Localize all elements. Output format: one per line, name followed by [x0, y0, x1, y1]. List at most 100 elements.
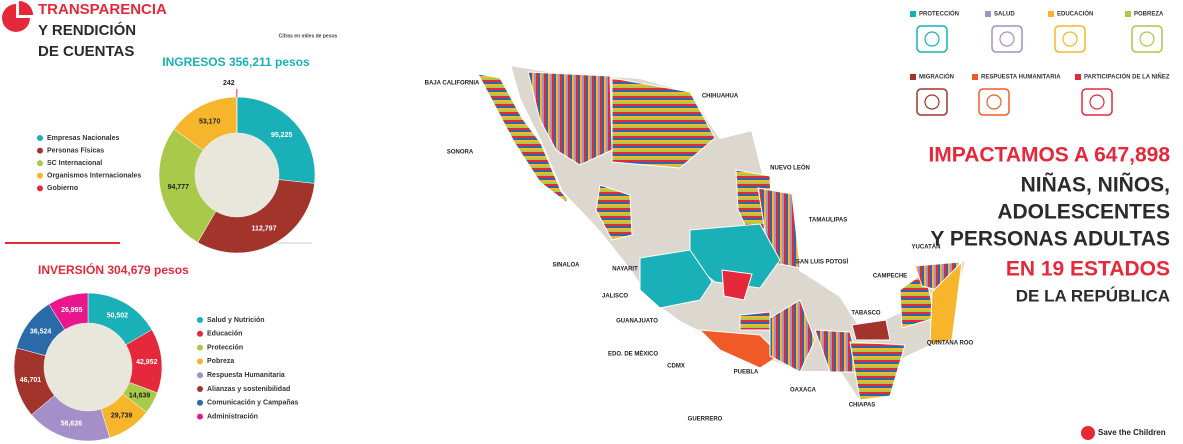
- legend-icon: [1131, 25, 1163, 53]
- legend-swatch: [972, 74, 978, 80]
- value-label: 29,739: [111, 412, 133, 419]
- legend-label: Salud y Nutrición: [207, 317, 265, 324]
- value-label: 36,524: [30, 329, 52, 336]
- legend-icon: [978, 88, 1010, 116]
- state-label: PUEBLA: [734, 370, 759, 376]
- impact-text: EN 19 ESTADOS: [1006, 258, 1170, 281]
- legend-swatch: [1125, 11, 1131, 17]
- logo-icon: [19, 1, 33, 15]
- legend-dot: [37, 135, 43, 141]
- value-label: 56,626: [61, 420, 83, 427]
- impact-text: DE LA REPÚBLICA: [1016, 286, 1170, 305]
- legend-dot: [37, 160, 43, 167]
- footer-text: Save the Children: [1098, 428, 1166, 437]
- legend-dot: [37, 185, 43, 192]
- value-label: 94,777: [168, 184, 190, 191]
- footer-logo: [1081, 426, 1095, 440]
- chart-title: INGRESOS 356,211 pesos: [162, 55, 310, 69]
- legend-dot: [197, 372, 203, 379]
- legend-label: SALUD: [994, 12, 1015, 18]
- header-title: DE CUENTAS: [38, 43, 134, 60]
- legend-label: Protección: [207, 344, 243, 351]
- value-label: 14,639: [129, 393, 151, 400]
- impact-text: IMPACTAMOS A 647,898: [928, 144, 1170, 167]
- value-label: 26,995: [61, 307, 83, 314]
- legend-swatch: [1075, 74, 1081, 80]
- donut-hole: [44, 323, 132, 411]
- value-label: 42,952: [136, 359, 158, 366]
- legend-dot: [197, 330, 203, 337]
- program-legend: PROTECCIÓN SALUD EDUCACIÓN POBREZA MIGRACIÓN…: [910, 10, 1170, 116]
- state-label: SONORA: [447, 150, 474, 156]
- value-label: 50,502: [107, 313, 129, 320]
- legend-swatch: [910, 11, 916, 17]
- state-label: SAN LUIS POTOSÍ: [796, 258, 849, 266]
- value-label: 53,170: [199, 118, 221, 125]
- legend-label: RESPUESTA HUMANITARIA: [981, 75, 1061, 81]
- legend-dot: [197, 413, 203, 420]
- state-label: BAJA CALIFORNIA: [425, 81, 480, 87]
- state-label: QUINTANA ROO: [927, 341, 974, 347]
- legend-dot: [197, 399, 203, 406]
- legend-label: Personas Físicas: [47, 147, 104, 154]
- state-label: EDO. DE MÉXICO: [608, 350, 658, 358]
- legend-swatch: [1048, 11, 1054, 17]
- state-label: CHIHUAHUA: [702, 94, 739, 100]
- legend-label: Administración: [207, 413, 258, 420]
- state-label: TAMAULIPAS: [809, 218, 847, 224]
- state-label: CAMPECHE: [873, 274, 907, 280]
- impact-text: ADOLESCENTES: [997, 201, 1170, 224]
- legend-label: Alianzas y sostenibilidad: [207, 386, 290, 393]
- legend-icon: [924, 94, 940, 110]
- legend-icon: [999, 31, 1015, 47]
- note: Cifras en miles de pesos: [279, 33, 338, 39]
- legend-icon: [991, 25, 1023, 53]
- legend-dot: [197, 317, 203, 323]
- legend-label: Pobreza: [207, 358, 234, 365]
- value-label: 46,701: [20, 377, 42, 384]
- legend-label: Empresas Nacionales: [47, 135, 119, 142]
- header-title: Y RENDICIÓN: [38, 21, 136, 39]
- legend-label: EDUCACIÓN: [1057, 10, 1093, 18]
- legend-icon: [1139, 31, 1155, 47]
- legend-icon: [924, 31, 940, 47]
- legend-label: Gobierno: [47, 185, 78, 192]
- legend-label: PROTECCIÓN: [919, 10, 959, 18]
- state-label: JALISCO: [602, 294, 628, 300]
- legend-label: Comunicación y Campañas: [207, 400, 299, 407]
- legend-label: MIGRACIÓN: [919, 73, 954, 81]
- state-label: OAXACA: [790, 388, 817, 394]
- state-label: SINALOA: [553, 263, 581, 269]
- state-label: CHIAPAS: [849, 403, 876, 409]
- state-label: TABASCO: [851, 311, 881, 317]
- legend-label: Organismos Internacionales: [47, 173, 141, 180]
- legend-label: Respuesta Humanitaria: [207, 372, 285, 379]
- state-label: NAYARIT: [612, 267, 638, 273]
- state-label: GUERRERO: [688, 417, 723, 423]
- legend-dot: [197, 386, 203, 392]
- state-label: CDMX: [667, 364, 685, 370]
- legend-label: POBREZA: [1134, 12, 1164, 18]
- value-label: 242: [223, 80, 235, 87]
- legend-dot: [37, 147, 43, 154]
- chart-title: INVERSIÓN 304,679 pesos: [38, 262, 189, 277]
- legend-icon: [916, 88, 948, 116]
- legend-swatch: [985, 11, 991, 17]
- map: [477, 63, 968, 404]
- legend-label: SC Internacional: [47, 160, 102, 167]
- legend-label: Educación: [207, 331, 242, 338]
- value-label: 112,797: [252, 225, 277, 232]
- legend-icon: [986, 94, 1002, 110]
- impact-text: Y PERSONAS ADULTAS: [930, 228, 1170, 251]
- legend-dot: [197, 358, 203, 365]
- legend-icon: [1054, 25, 1086, 53]
- state-label: GUANAJUATO: [616, 319, 658, 325]
- state-label: NUEVO LEÓN: [770, 164, 810, 172]
- impact-text: NIÑAS, NIÑOS,: [1021, 174, 1170, 197]
- legend-dot: [197, 344, 203, 351]
- legend-icon: [1081, 88, 1113, 116]
- legend-swatch: [910, 74, 916, 80]
- donut-hole: [195, 133, 279, 217]
- legend-icon: [1089, 94, 1105, 110]
